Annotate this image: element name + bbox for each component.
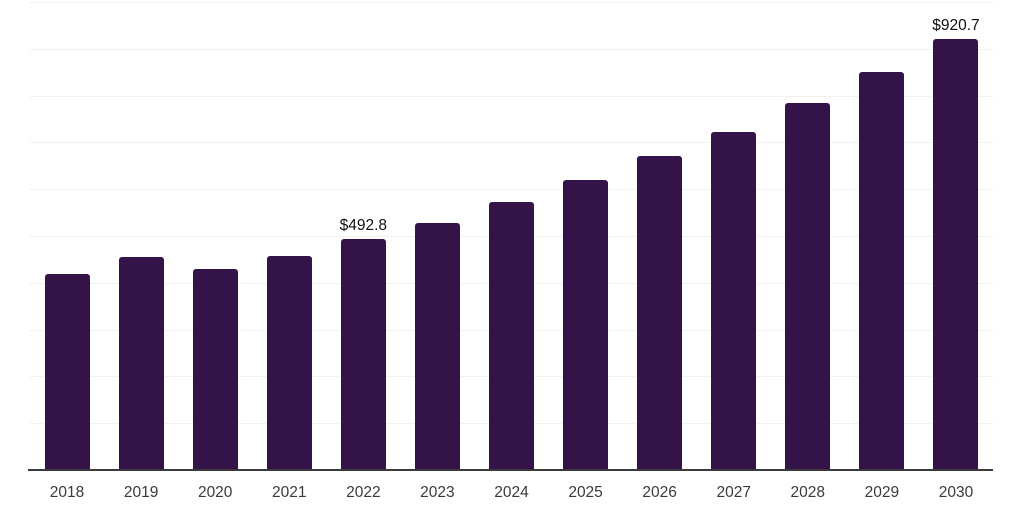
bar-2022 [340, 239, 386, 470]
x-tick-2027: 2027 [716, 484, 751, 501]
bar-2018 [44, 274, 90, 470]
bar-2025 [563, 180, 609, 470]
x-tick-2022: 2022 [346, 484, 381, 501]
value-label-2022: $492.8 [339, 216, 388, 234]
bar-2030 [933, 39, 979, 470]
x-tick-2026: 2026 [642, 484, 677, 501]
bar-2023 [414, 222, 460, 470]
bar-2020 [192, 268, 238, 470]
x-tick-2023: 2023 [420, 484, 455, 501]
x-tick-2030: 2030 [938, 484, 974, 501]
x-axis-labels: 2018 2019 2020 2021 2022 2023 2024 2025 2026 2027… [30, 485, 993, 505]
bar-2029 [859, 71, 905, 470]
gridline-700 [30, 142, 993, 144]
plot-area: $492.8 $920.7 [30, 2, 993, 470]
value-label-2030: $920.7 [932, 16, 980, 34]
x-tick-2020: 2020 [197, 484, 233, 501]
x-tick-2019: 2019 [123, 484, 159, 501]
bar-2019 [118, 256, 164, 470]
x-tick-2025: 2025 [568, 484, 603, 501]
x-axis-line [28, 469, 993, 471]
x-tick-2028: 2028 [790, 484, 826, 501]
gridline-800 [30, 95, 993, 97]
x-tick-2029: 2029 [864, 484, 900, 501]
x-tick-2018: 2018 [49, 484, 85, 501]
bar-2027 [711, 132, 757, 470]
bar-2024 [489, 201, 534, 470]
x-tick-2024: 2024 [494, 484, 529, 501]
bar-2021 [266, 255, 312, 470]
gridline-1000 [30, 2, 993, 3]
x-tick-2021: 2021 [272, 484, 307, 501]
bar-2028 [785, 103, 831, 470]
gridline-600 [30, 189, 993, 191]
gridline-900 [30, 48, 993, 50]
bar-2026 [637, 156, 683, 470]
